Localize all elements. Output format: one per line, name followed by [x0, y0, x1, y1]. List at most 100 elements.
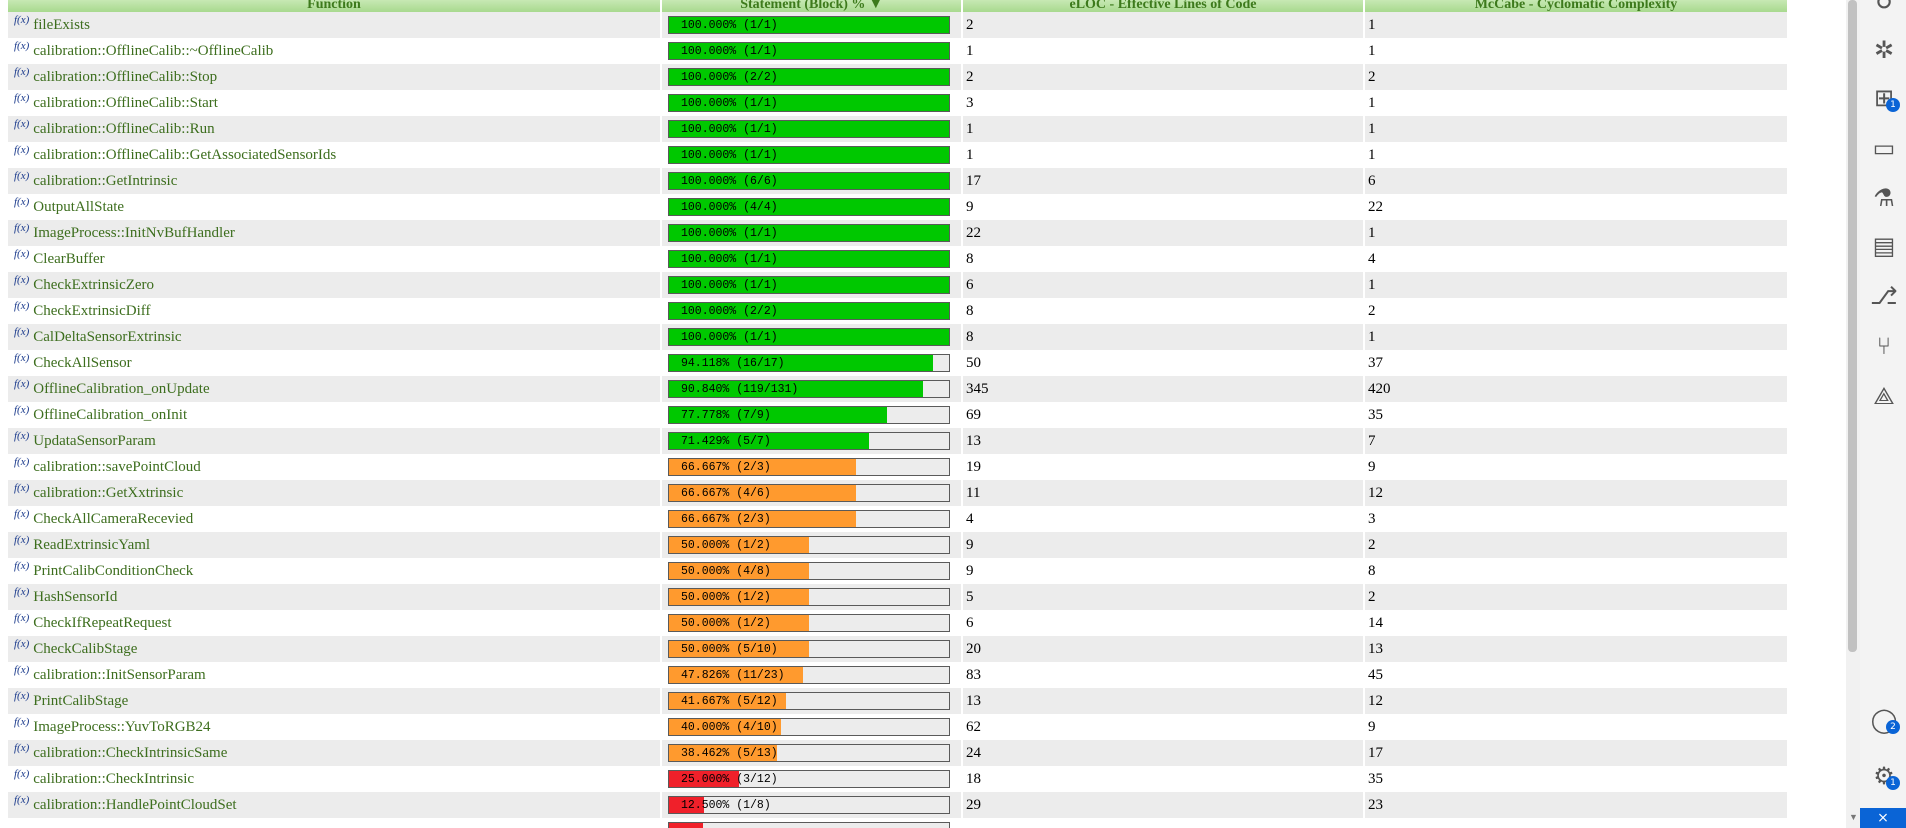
- git-graph-icon[interactable]: ⎇: [1870, 282, 1898, 310]
- function-name-link[interactable]: CheckAllSensor: [33, 354, 132, 371]
- function-name-link[interactable]: ClearBuffer: [33, 250, 105, 267]
- coverage-text: 41.667% (5/12): [681, 695, 778, 708]
- extensions-icon[interactable]: ⊞ 1: [1870, 84, 1900, 112]
- coverage-bar: [668, 822, 950, 828]
- function-name-link[interactable]: calibration::savePointCloud: [33, 458, 201, 475]
- table-row: [8, 818, 1789, 828]
- mccabe-cell: 2: [1365, 532, 1789, 558]
- function-name-link[interactable]: calibration::CheckIntrinsicSame: [33, 744, 228, 761]
- scrollbar-thumb[interactable]: [1848, 0, 1857, 652]
- function-name-link[interactable]: OfflineCalibration_onUpdate: [33, 380, 210, 397]
- column-header-eloc[interactable]: eLOC - Effective Lines of Code: [963, 0, 1365, 12]
- eloc-cell: 2: [963, 64, 1365, 90]
- settings-gear-icon[interactable]: ⚙ 1: [1870, 762, 1900, 790]
- column-header-statement-coverage[interactable]: Statement (Block) % ▼: [662, 0, 963, 12]
- function-cell: f(x) calibration::OfflineCalib::GetAssoci…: [8, 142, 662, 168]
- function-cell: f(x) CalDeltaSensorExtrinsic: [8, 324, 662, 350]
- column-header-mccabe[interactable]: McCabe - Cyclomatic Complexity: [1365, 0, 1789, 12]
- source-control-icon[interactable]: ⑂: [1876, 332, 1892, 360]
- debug-icon[interactable]: ✲: [1873, 36, 1895, 64]
- function-name-link[interactable]: CheckExtrinsicDiff: [33, 302, 151, 319]
- function-name-link[interactable]: ImageProcess::InitNvBufHandler: [33, 224, 235, 241]
- function-name-link[interactable]: calibration::OfflineCalib::GetAssociated…: [33, 146, 337, 163]
- testing-icon[interactable]: ⚗: [1873, 184, 1895, 212]
- function-name-link[interactable]: CalDeltaSensorExtrinsic: [33, 328, 182, 345]
- function-cell: f(x) ImageProcess::InitNvBufHandler: [8, 220, 662, 246]
- coverage-cell: 100.000% (1/1): [662, 38, 963, 64]
- function-name-link[interactable]: calibration::OfflineCalib::~OfflineCalib: [33, 42, 274, 59]
- function-name-link[interactable]: calibration::GetIntrinsic: [33, 172, 178, 189]
- function-name-link[interactable]: OfflineCalibration_onInit: [33, 406, 188, 423]
- coverage-text: 100.000% (1/1): [681, 149, 778, 162]
- function-cell: f(x) ReadExtrinsicYaml: [8, 532, 662, 558]
- table-row: f(x) CheckExtrinsicDiff 100.000% (2/2) 8 2: [8, 298, 1789, 324]
- table-row: f(x) calibration::OfflineCalib::Run 100.00…: [8, 116, 1789, 142]
- clipboard-icon[interactable]: ▤: [1872, 232, 1896, 260]
- accounts-icon[interactable]: ♁: [1875, 0, 1893, 14]
- function-name-link[interactable]: calibration::InitSensorParam: [33, 666, 206, 683]
- function-icon: f(x): [14, 741, 30, 754]
- deploy-icon[interactable]: ⟁: [1873, 382, 1895, 410]
- coverage-bar-fill: [669, 771, 739, 787]
- mccabe-cell: 22: [1365, 194, 1789, 220]
- coverage-bar-fill: [669, 823, 703, 828]
- function-name-link[interactable]: calibration::CheckIntrinsic: [33, 770, 195, 787]
- mccabe-cell: [1365, 818, 1789, 828]
- eloc-cell: 9: [963, 194, 1365, 220]
- function-name-link[interactable]: fileExists: [33, 16, 90, 33]
- function-name-link[interactable]: calibration::OfflineCalib::Run: [33, 120, 215, 137]
- coverage-bar-fill: [669, 693, 786, 709]
- coverage-bar: 40.000% (4/10): [668, 718, 950, 736]
- mccabe-cell: 1: [1365, 116, 1789, 142]
- coverage-bar-fill: [669, 199, 949, 215]
- function-name-link[interactable]: CheckExtrinsicZero: [33, 276, 155, 293]
- function-name-link[interactable]: PrintCalibConditionCheck: [33, 562, 194, 579]
- table-header-row: Function Statement (Block) % ▼ eLOC - Ef…: [8, 0, 1789, 12]
- table-row: f(x) calibration::GetIntrinsic 100.000% (6…: [8, 168, 1789, 194]
- mccabe-cell: 37: [1365, 350, 1789, 376]
- scroll-down-arrow-icon[interactable]: ▼: [1849, 812, 1858, 822]
- remote-indicator-button[interactable]: ⨯: [1860, 808, 1906, 828]
- coverage-bar-fill: [669, 485, 856, 501]
- coverage-text: 100.000% (2/2): [681, 71, 778, 84]
- mccabe-cell: 4: [1365, 246, 1789, 272]
- function-name-link[interactable]: calibration::OfflineCalib::Start: [33, 94, 218, 111]
- column-header-function[interactable]: Function: [8, 0, 662, 12]
- function-name-link[interactable]: calibration::OfflineCalib::Stop: [33, 68, 218, 85]
- function-name-link[interactable]: ReadExtrinsicYaml: [33, 536, 151, 553]
- function-name-link[interactable]: PrintCalibStage: [33, 692, 129, 709]
- mccabe-cell: 9: [1365, 714, 1789, 740]
- mccabe-cell: 1: [1365, 142, 1789, 168]
- function-name-link[interactable]: OutputAllState: [33, 198, 125, 215]
- vertical-scrollbar[interactable]: ▼: [1846, 0, 1860, 828]
- function-name-link[interactable]: UpdataSensorParam: [33, 432, 156, 449]
- function-cell: f(x) calibration::OfflineCalib::Run: [8, 116, 662, 142]
- coverage-cell: 50.000% (1/2): [662, 532, 963, 558]
- coverage-bar-fill: [669, 147, 949, 163]
- eloc-cell: 8: [963, 246, 1365, 272]
- eloc-cell: [963, 818, 1365, 828]
- coverage-cell: 71.429% (5/7): [662, 428, 963, 454]
- function-name-link[interactable]: HashSensorId: [33, 588, 118, 605]
- mccabe-cell: 35: [1365, 402, 1789, 428]
- function-icon: f(x): [14, 429, 30, 442]
- coverage-bar-fill: [669, 641, 809, 657]
- remote-explorer-icon[interactable]: ▭: [1872, 134, 1896, 162]
- function-name-link[interactable]: calibration::HandlePointCloudSet: [33, 796, 237, 813]
- table-row: f(x) PrintCalibConditionCheck 50.000% (4/8…: [8, 558, 1789, 584]
- extensions-badge: 1: [1886, 98, 1900, 112]
- table-row: f(x) OfflineCalibration_onUpdate 90.840% (…: [8, 376, 1789, 402]
- function-name-link[interactable]: CheckAllCameraRecevied: [33, 510, 194, 527]
- function-name-link[interactable]: ImageProcess::YuvToRGB24: [33, 718, 211, 735]
- coverage-text: 66.667% (2/3): [681, 513, 771, 526]
- coverage-bar: 38.462% (5/13): [668, 744, 950, 762]
- coverage-bar: 77.778% (7/9): [668, 406, 950, 424]
- function-cell: f(x) calibration::GetXxtrinsic: [8, 480, 662, 506]
- function-name-link[interactable]: CheckIfRepeatRequest: [33, 614, 172, 631]
- function-name-link[interactable]: CheckCalibStage: [33, 640, 138, 657]
- coverage-bar-fill: [669, 251, 949, 267]
- coverage-cell: 38.462% (5/13): [662, 740, 963, 766]
- account-icon[interactable]: ◯ 2: [1870, 706, 1900, 734]
- function-name-link[interactable]: calibration::GetXxtrinsic: [33, 484, 184, 501]
- coverage-text: 50.000% (4/8): [681, 565, 771, 578]
